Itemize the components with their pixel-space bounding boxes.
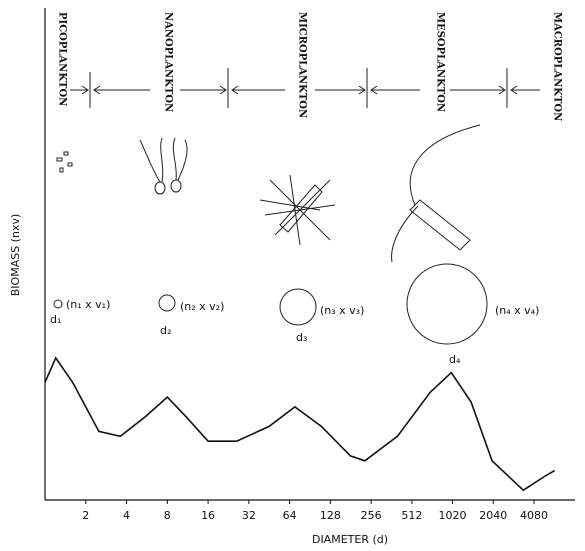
particle-diameter: d₂ bbox=[160, 324, 171, 337]
particle-label: (n₁ x v₁) bbox=[66, 298, 110, 311]
x-tick-label: 2040 bbox=[479, 509, 507, 522]
particle-label: (n₄ x v₄) bbox=[495, 304, 539, 317]
y-axis-label: BIOMASS (nxv) bbox=[9, 214, 22, 297]
organism-sketches bbox=[57, 125, 480, 262]
size-class-label: MACROPLANKTON bbox=[552, 12, 563, 121]
x-tick-label: 32 bbox=[242, 509, 256, 522]
size-class-label: MESOPLANKTON bbox=[435, 12, 446, 112]
x-tick-label: 512 bbox=[401, 509, 422, 522]
x-tick-label: 64 bbox=[283, 509, 297, 522]
size-class-label: NANOPLANKTON bbox=[163, 12, 174, 112]
figure: DIAMETER (d) BIOMASS (nxv) 2 4 8 16 32 64 128 2… bbox=[0, 0, 585, 551]
x-tick-label: 16 bbox=[201, 509, 215, 522]
particle-diameter: d₃ bbox=[296, 331, 307, 344]
x-tick-label: 128 bbox=[320, 509, 341, 522]
biomass-curve bbox=[45, 358, 555, 490]
particle-circles bbox=[54, 264, 487, 344]
x-tick-label: 2 bbox=[82, 509, 89, 522]
x-tick-label: 4080 bbox=[520, 509, 548, 522]
size-class-label: PICOPLANKTON bbox=[57, 12, 68, 106]
x-tick-label: 8 bbox=[164, 509, 171, 522]
size-class-label: MICROPLANKTON bbox=[297, 12, 308, 118]
x-axis-label: DIAMETER (d) bbox=[312, 533, 388, 546]
particle-label: (n₂ x v₂) bbox=[180, 300, 224, 313]
particle-diameter: d₄ bbox=[449, 353, 461, 366]
particle-label: (n₃ x v₃) bbox=[320, 304, 364, 317]
x-tick-label: 256 bbox=[361, 509, 382, 522]
particle-diameter: d₁ bbox=[50, 313, 61, 326]
x-tick-label: 4 bbox=[123, 509, 130, 522]
x-tick-label: 1020 bbox=[438, 509, 466, 522]
